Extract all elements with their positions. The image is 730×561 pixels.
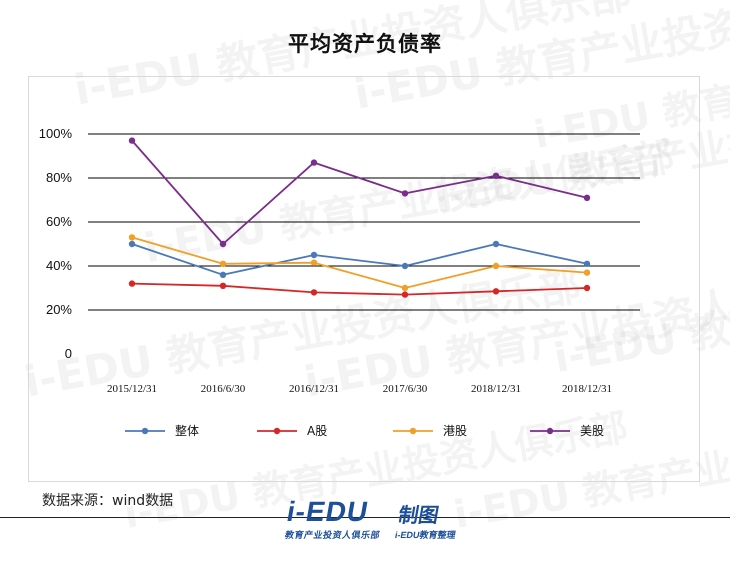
bottom-rule (0, 517, 730, 518)
legend-marker (273, 427, 281, 435)
series-line (131, 139, 588, 245)
data-point (219, 282, 227, 289)
data-point (401, 284, 409, 292)
data-point (310, 159, 318, 166)
source-note: 数据来源：wind数据 (42, 493, 174, 509)
legend-marker (546, 427, 554, 435)
data-point (128, 137, 136, 144)
footer-logo-right: 制图 (396, 505, 441, 527)
x-tick-label: 2015/12/31 (107, 383, 157, 395)
x-tick-label: 2018/12/31 (562, 383, 612, 395)
data-point (310, 289, 318, 296)
data-point (492, 288, 500, 295)
data-point (583, 269, 591, 276)
data-point (219, 240, 227, 248)
chart-title: 平均资产负债率 (288, 32, 442, 56)
data-point (401, 262, 409, 270)
x-tick-label: 2018/12/31 (471, 383, 521, 395)
legend-label: A股 (307, 424, 327, 438)
x-tick-label: 2016/12/31 (289, 383, 339, 395)
data-point (492, 172, 500, 179)
y-tick-label: 60% (46, 214, 72, 229)
data-point (128, 240, 136, 248)
data-point (401, 190, 409, 197)
data-point (128, 280, 136, 287)
series-line (131, 236, 588, 289)
series-line (131, 243, 588, 276)
data-point (492, 262, 500, 270)
footer-logo-right-subtitle: i-EDU教育整理 (394, 530, 457, 540)
data-point (583, 194, 591, 201)
data-point (583, 260, 591, 267)
data-point (310, 259, 318, 266)
footer-logo-main: i-EDU (284, 496, 372, 527)
x-tick-label: 2016/6/30 (201, 383, 246, 395)
legend-marker (141, 427, 149, 435)
series-line (131, 282, 588, 296)
data-point (128, 234, 136, 241)
footer-logo-subtitle: 教育产业投资人俱乐部 (284, 530, 381, 540)
legend-marker (409, 427, 417, 435)
y-tick-label: 0 (65, 346, 72, 361)
data-point (401, 291, 409, 298)
y-tick-label: 20% (46, 302, 72, 317)
legend-label: 港股 (443, 424, 467, 438)
data-point (310, 251, 318, 259)
y-tick-label: 100% (39, 126, 73, 141)
x-tick-label: 2017/6/30 (383, 383, 428, 395)
y-tick-label: 40% (46, 258, 72, 273)
data-point (492, 240, 500, 248)
footer-logo: i-EDU 教育产业投资人俱乐部 制图 i-EDU教育整理 (280, 496, 469, 550)
y-tick-label: 80% (46, 170, 72, 185)
data-point (219, 271, 227, 278)
legend-label: 美股 (580, 424, 604, 438)
data-point (583, 284, 591, 292)
data-point (219, 260, 227, 267)
chart-frame (28, 76, 700, 482)
legend-label: 整体 (175, 423, 199, 438)
